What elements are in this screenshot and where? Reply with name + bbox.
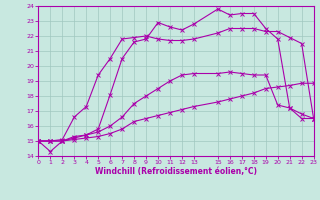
X-axis label: Windchill (Refroidissement éolien,°C): Windchill (Refroidissement éolien,°C) xyxy=(95,167,257,176)
